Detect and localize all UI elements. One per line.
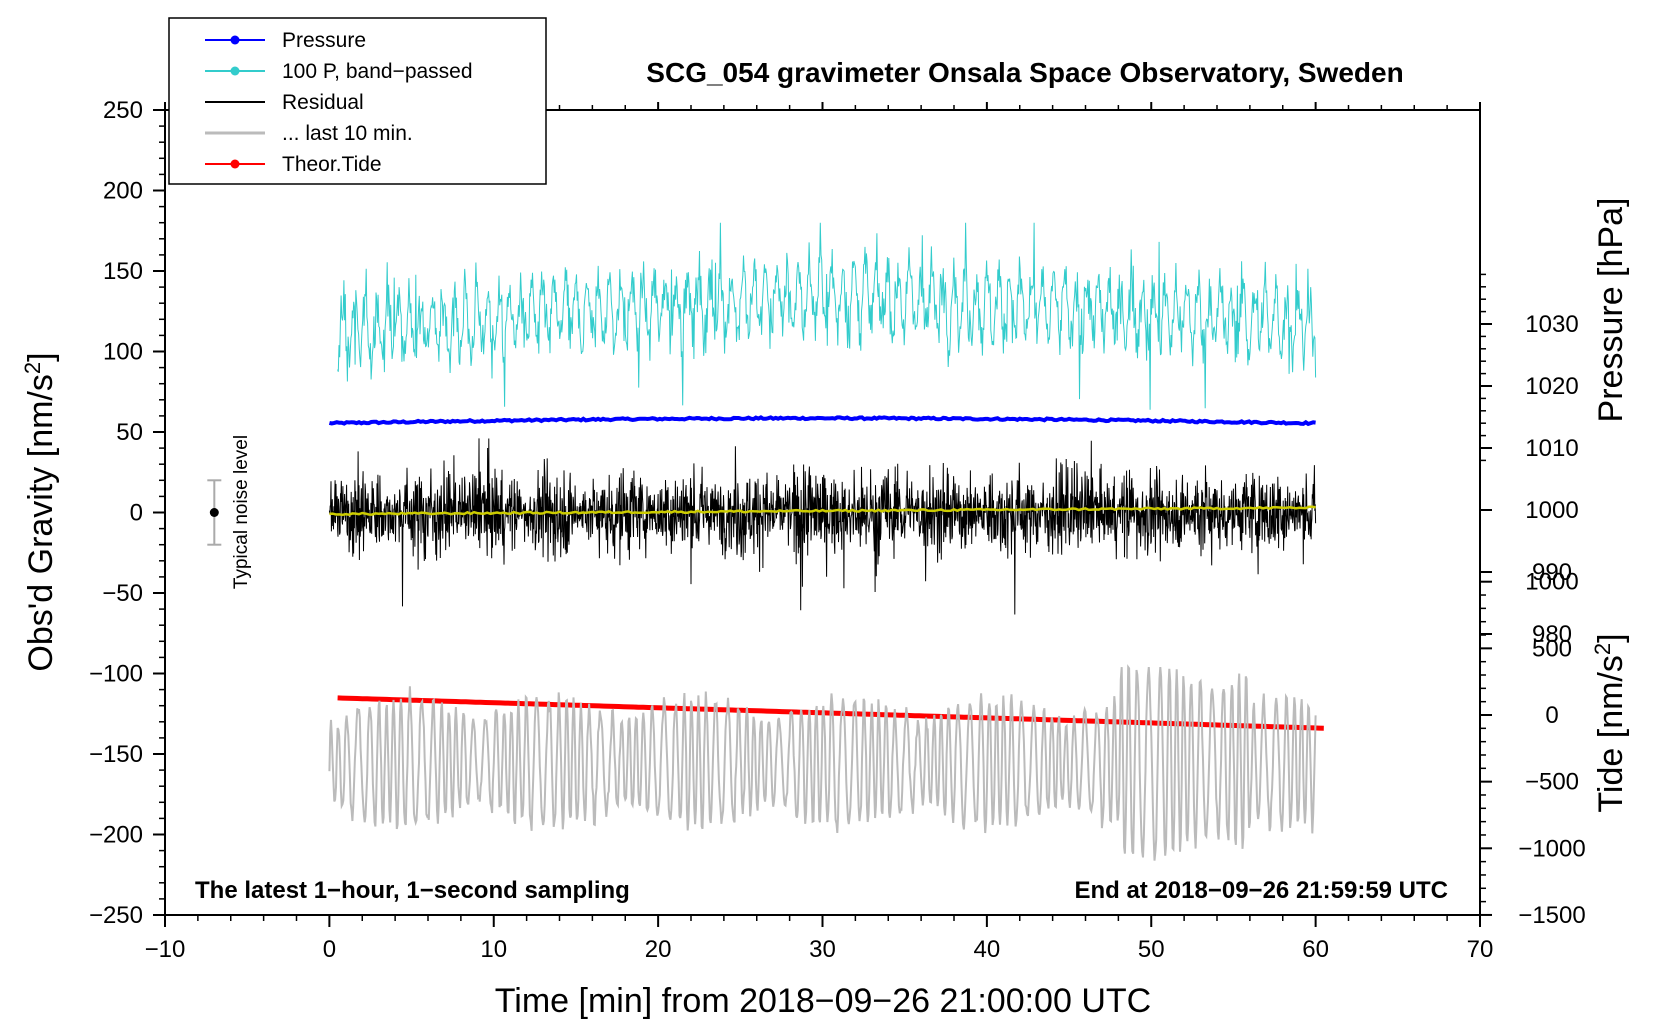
y-tick-label: −150: [89, 741, 143, 768]
y-tick-label: 250: [103, 97, 143, 124]
legend-label: ... last 10 min.: [282, 122, 413, 145]
series-pressure: [328, 415, 1316, 427]
x-tick-label: 20: [645, 936, 672, 963]
legend-label: Pressure: [282, 29, 366, 52]
legend-label: 100 P, band−passed: [282, 60, 473, 83]
chart-title: SCG_054 gravimeter Onsala Space Observat…: [646, 57, 1403, 88]
series-band-passed-pressure: [337, 222, 1317, 410]
y-tick-label: −50: [102, 580, 143, 607]
pressure-tick-label: 990: [1532, 559, 1572, 586]
x-tick-label: −10: [145, 936, 186, 963]
x-tick-label: 0: [323, 936, 336, 963]
y-axis-title-left: Obs'd Gravity [nm/s2]: [20, 352, 60, 671]
x-tick-label: 50: [1138, 936, 1165, 963]
noise-bar-center: [209, 508, 219, 517]
pressure-tick-label: 1020: [1525, 373, 1578, 400]
tide-tick-label: −500: [1525, 769, 1579, 796]
x-tick-label: 60: [1302, 936, 1329, 963]
series-residual-smoothed: [329, 505, 1316, 517]
axis-layer: −10 0 10 20 30 40 50 60 70−250−200−150−100−50050…: [89, 97, 1586, 963]
x-tick-label: 70: [1467, 936, 1494, 963]
y-tick-label: 50: [116, 419, 143, 446]
y-tick-label: 200: [103, 178, 143, 205]
note-end-time: End at 2018−09−26 21:59:59 UTC: [1074, 877, 1448, 904]
legend-marker: [230, 35, 240, 45]
y-tick-label: −250: [89, 902, 143, 929]
pressure-tick-label: 980: [1532, 621, 1572, 648]
series-layer: [328, 222, 1324, 861]
noise-level-label: Typical noise level: [231, 435, 252, 589]
y-tick-label: −200: [89, 822, 143, 849]
y-axis-title-tide: Tide [nm/s2]: [1590, 633, 1630, 812]
tide-tick-label: −1000: [1518, 835, 1585, 862]
legend-label: Residual: [282, 91, 364, 114]
y-tick-label: 150: [103, 258, 143, 285]
y-tick-label: −100: [89, 661, 143, 688]
noise-level-bar: [207, 479, 222, 546]
tide-tick-label: −1500: [1518, 902, 1585, 929]
pressure-tick-label: 1010: [1525, 435, 1578, 462]
y-tick-label: 100: [103, 339, 143, 366]
series-last-10-min: [328, 664, 1317, 861]
tide-tick-label: 500: [1532, 635, 1572, 662]
tide-tick-label: 0: [1545, 702, 1558, 729]
x-tick-label: 10: [480, 936, 507, 963]
legend: Pressure 100 P, band−passed Residual ... la…: [168, 17, 547, 185]
legend-label: Theor.Tide: [282, 153, 382, 176]
y-tick-label: 0: [130, 500, 143, 527]
note-latest-hour: The latest 1−hour, 1−second sampling: [195, 877, 630, 904]
legend-marker: [230, 159, 240, 169]
x-axis-title: Time [min] from 2018−09−26 21:00:00 UTC: [495, 982, 1151, 1020]
x-tick-label: 30: [809, 936, 836, 963]
series-residual: [328, 438, 1317, 615]
legend-marker: [230, 66, 240, 76]
y-axis-title-pressure: Pressure [hPa]: [1592, 198, 1630, 423]
x-tick-label: 40: [974, 936, 1001, 963]
pressure-tick-label: 1000: [1525, 497, 1578, 524]
tide-tick-label: 1000: [1525, 569, 1578, 596]
pressure-tick-label: 1030: [1525, 311, 1578, 338]
